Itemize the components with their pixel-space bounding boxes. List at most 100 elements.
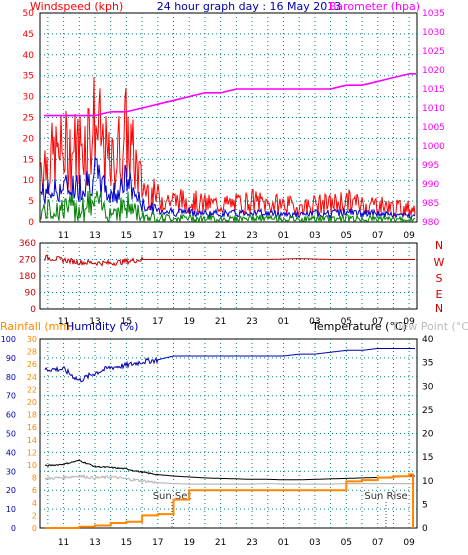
temperature-tick-label: 25 bbox=[422, 406, 433, 416]
x-tick-label: 23 bbox=[246, 538, 257, 548]
wind-tick-label: 25 bbox=[23, 114, 34, 124]
x-tick-label: 17 bbox=[152, 538, 163, 548]
temperature-tick-label: 35 bbox=[422, 359, 433, 369]
graph-title: 24 hour graph day : 16 May 2013 bbox=[157, 0, 342, 13]
rainfall-tick-label: 20 bbox=[27, 398, 37, 407]
dewpoint-line bbox=[44, 474, 415, 485]
temperature-tick-label: 10 bbox=[422, 477, 434, 487]
x-tick-label: 21 bbox=[215, 317, 226, 327]
humidity-tick-label: 30 bbox=[6, 467, 16, 476]
barometer-title: Barometer (hpa) bbox=[329, 0, 420, 13]
rainfall-tick-label: 0 bbox=[32, 524, 37, 533]
x-tick-label: 03 bbox=[309, 317, 320, 327]
x-tick-label: 07 bbox=[372, 231, 383, 241]
sunrise-label: Sun Rise bbox=[364, 491, 407, 502]
x-tick-label: 13 bbox=[89, 317, 100, 327]
rainfall-tick-label: 18 bbox=[27, 411, 37, 420]
x-tick-label: 01 bbox=[278, 317, 289, 327]
humidity-tick-label: 40 bbox=[6, 448, 16, 457]
humidity-tick-label: 0 bbox=[11, 524, 16, 533]
x-tick-label: 07 bbox=[372, 538, 383, 548]
x-tick-label: 21 bbox=[215, 231, 226, 241]
wind-tick-label: 35 bbox=[23, 72, 34, 82]
rainfall-tick-label: 8 bbox=[32, 474, 37, 483]
x-tick-label: 09 bbox=[403, 231, 415, 241]
x-tick-label: 15 bbox=[121, 538, 132, 548]
rainfall-tick-label: 30 bbox=[27, 335, 37, 344]
rainfall-tick-label: 12 bbox=[27, 448, 37, 457]
humidity-tick-label: 20 bbox=[6, 486, 16, 495]
wind-tick-label: 50 bbox=[23, 9, 35, 19]
x-tick-label: 17 bbox=[152, 231, 163, 241]
x-tick-label: 01 bbox=[278, 538, 289, 548]
humidity-tick-label: 60 bbox=[6, 411, 16, 420]
dewpoint-title: Dew Point (°C) bbox=[393, 320, 468, 333]
humidity-tick-label: 10 bbox=[6, 505, 16, 514]
rainfall-tick-label: 26 bbox=[27, 360, 37, 369]
humidity-tick-label: 90 bbox=[6, 354, 16, 363]
baro-tick-label: 1030 bbox=[422, 28, 445, 38]
wind-low-line bbox=[40, 190, 416, 224]
wind-tick-label: 30 bbox=[23, 93, 35, 103]
temperature-line bbox=[44, 459, 415, 481]
x-tick-label: 23 bbox=[246, 317, 257, 327]
temperature-tick-label: 5 bbox=[422, 500, 428, 510]
x-tick-label: 19 bbox=[184, 317, 196, 327]
baro-tick-label: 1025 bbox=[422, 47, 445, 57]
wind-tick-label: 45 bbox=[23, 30, 34, 40]
humidity-tick-label: 50 bbox=[6, 430, 16, 439]
x-tick-label: 01 bbox=[278, 231, 289, 241]
baro-tick-label: 1010 bbox=[422, 104, 445, 114]
x-tick-label: 13 bbox=[89, 538, 100, 548]
rainfall-tick-label: 22 bbox=[27, 385, 37, 394]
x-tick-label: 15 bbox=[121, 317, 132, 327]
temperature-title: Temperature (°C) bbox=[311, 320, 407, 333]
x-tick-label: 07 bbox=[372, 317, 383, 327]
rainfall-tick-label: 24 bbox=[27, 373, 37, 382]
baro-tick-label: 995 bbox=[422, 161, 439, 171]
wind-average-line bbox=[40, 156, 416, 220]
compass-s: S bbox=[436, 272, 443, 285]
windspeed-title: Windspeed (kph) bbox=[30, 0, 123, 13]
wind-tick-label: 5 bbox=[28, 197, 34, 207]
humidity-title: Humidity (%) bbox=[66, 320, 138, 333]
x-tick-label: 03 bbox=[309, 538, 320, 548]
barometer-line bbox=[44, 73, 416, 117]
wind-tick-label: 10 bbox=[23, 176, 35, 186]
x-tick-label: 11 bbox=[58, 231, 69, 241]
temperature-tick-label: 30 bbox=[422, 382, 434, 392]
humidity-tick-label: 80 bbox=[6, 373, 16, 382]
x-tick-label: 03 bbox=[309, 231, 320, 241]
x-tick-label: 19 bbox=[184, 231, 196, 241]
baro-tick-label: 1015 bbox=[422, 85, 445, 95]
rainfall-tick-label: 4 bbox=[32, 499, 37, 508]
rainfall-tick-label: 16 bbox=[27, 423, 37, 432]
rainfall-tick-label: 6 bbox=[32, 486, 37, 495]
x-tick-label: 17 bbox=[152, 317, 163, 327]
x-tick-label: 23 bbox=[246, 231, 257, 241]
baro-tick-label: 1035 bbox=[422, 9, 445, 19]
temperature-tick-label: 15 bbox=[422, 453, 433, 463]
direction-tick-label: 90 bbox=[25, 289, 37, 299]
rainfall-tick-label: 14 bbox=[27, 436, 37, 445]
baro-tick-label: 980 bbox=[422, 218, 439, 228]
rainfall-title: Rainfall (mm) bbox=[0, 320, 74, 333]
x-tick-label: 09 bbox=[403, 317, 415, 327]
wind-gust-line bbox=[40, 77, 416, 217]
rainfall-tick-label: 28 bbox=[27, 348, 37, 357]
x-tick-label: 11 bbox=[58, 317, 69, 327]
baro-tick-label: 1005 bbox=[422, 123, 445, 133]
compass-e: E bbox=[436, 288, 443, 301]
x-tick-label: 15 bbox=[121, 231, 132, 241]
direction-tick-label: 360 bbox=[19, 239, 36, 249]
humidity-tick-label: 100 bbox=[1, 335, 16, 344]
wind-tick-label: 0 bbox=[28, 218, 34, 228]
humidity-line bbox=[44, 348, 415, 383]
x-tick-label: 13 bbox=[89, 231, 100, 241]
wind-direction-line bbox=[43, 254, 415, 267]
x-tick-label: 05 bbox=[341, 538, 352, 548]
x-tick-label: 09 bbox=[403, 538, 415, 548]
rainfall-tick-label: 2 bbox=[32, 511, 37, 520]
sunset-label: Sun Set bbox=[153, 491, 192, 502]
